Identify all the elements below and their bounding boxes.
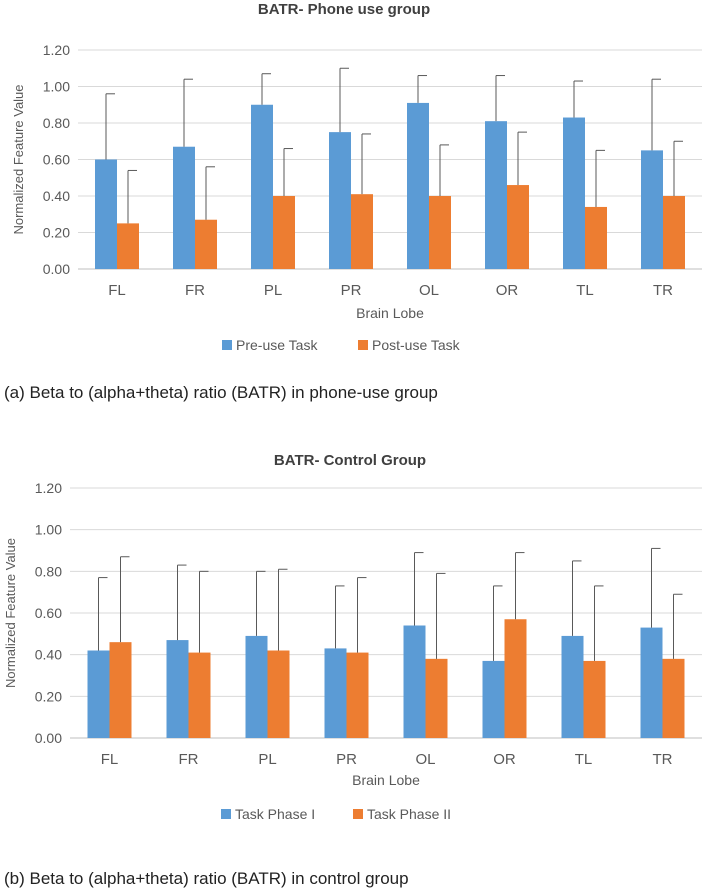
x-tick-label: OR [496, 282, 519, 299]
bar-series-1 [641, 150, 663, 269]
x-tick-label: PR [336, 751, 357, 768]
x-tick-label: TL [576, 282, 594, 299]
legend-label: Post-use Task [372, 337, 461, 353]
bar-series-2 [273, 196, 295, 269]
bar-series-2 [663, 196, 685, 269]
y-axis-label: Normalized Feature Value [3, 538, 18, 688]
bar-series-2 [351, 194, 373, 269]
bar-series-2 [346, 652, 369, 738]
legend-label: Pre-use Task [236, 337, 318, 353]
x-tick-label: FL [101, 751, 119, 768]
bar-series-1 [561, 635, 584, 738]
bar-series-1 [407, 102, 429, 269]
x-tick-label: OR [493, 751, 516, 768]
x-tick-label: OL [419, 282, 439, 299]
x-axis-label: Brain Lobe [356, 305, 424, 321]
bar-series-1 [166, 640, 189, 738]
bar-series-1 [245, 635, 268, 738]
bar-series-2 [583, 660, 606, 738]
y-tick-label: 0.80 [43, 115, 70, 131]
bar-series-1 [329, 132, 351, 269]
y-tick-label: 0.60 [35, 605, 62, 621]
bar-series-2 [504, 619, 527, 738]
legend-swatch [222, 340, 232, 350]
x-tick-label: TR [653, 751, 673, 768]
y-tick-label: 0.40 [43, 188, 70, 204]
bar-series-1 [251, 104, 273, 269]
y-tick-label: 1.20 [35, 480, 62, 496]
bar-series-2 [109, 642, 132, 738]
x-tick-label: TR [653, 282, 673, 299]
bar-series-1 [173, 146, 195, 269]
bar-series-2 [188, 652, 211, 738]
y-tick-label: 0.20 [35, 688, 62, 704]
y-tick-label: 0.60 [43, 152, 70, 168]
bar-series-1 [324, 648, 347, 738]
legend-label: Task Phase II [367, 806, 451, 822]
bar-series-2 [117, 223, 139, 269]
bar-series-2 [425, 658, 448, 738]
bar-series-1 [87, 650, 110, 738]
x-tick-label: FR [179, 751, 199, 768]
legend-swatch [358, 340, 368, 350]
chart-panel-b: BATR- Control Group 0.00 0.20 0.40 0.60 0.80 1… [0, 448, 704, 891]
x-tick-label: TL [575, 751, 593, 768]
x-axis-label: Brain Lobe [352, 772, 420, 788]
y-tick-label: 0.40 [35, 647, 62, 663]
x-tick-label: FR [185, 282, 205, 299]
y-tick-label: 1.00 [43, 79, 70, 95]
y-tick-label: 0.20 [43, 225, 70, 241]
bar-series-1 [563, 117, 585, 270]
x-tick-label: OL [415, 751, 435, 768]
y-tick-label: 1.20 [43, 42, 70, 58]
bar-series-1 [640, 627, 663, 738]
chart-title: BATR- Control Group [274, 452, 426, 469]
y-tick-label: 0.00 [43, 261, 70, 277]
bar-series-1 [95, 159, 117, 269]
x-tick-label: PL [264, 282, 282, 299]
x-tick-label: PL [258, 751, 276, 768]
bar-series-2 [507, 185, 529, 269]
x-tick-label: PR [341, 282, 362, 299]
caption-a: (a) Beta to (alpha+theta) ratio (BATR) i… [4, 383, 438, 402]
bar-series-2 [195, 219, 217, 269]
bar-series-2 [585, 206, 607, 269]
legend-swatch [221, 809, 231, 819]
chart-panel-a: BATR- Phone use group 0.00 0.20 0.40 0.60 0.8… [0, 0, 704, 400]
legend-swatch [353, 809, 363, 819]
bar-series-1 [403, 625, 426, 738]
bar-series-1 [485, 121, 507, 269]
y-axis-label: Normalized Feature Value [11, 84, 26, 234]
bar-series-1 [482, 660, 505, 738]
chart-title: BATR- Phone use group [258, 1, 430, 18]
y-tick-label: 1.00 [35, 522, 62, 538]
y-tick-label: 0.00 [35, 730, 62, 746]
x-tick-label: FL [108, 282, 126, 299]
caption-b: (b) Beta to (alpha+theta) ratio (BATR) i… [4, 869, 409, 888]
legend-label: Task Phase I [235, 806, 315, 822]
bar-series-2 [662, 658, 685, 738]
bar-series-2 [429, 196, 451, 269]
bar-series-2 [267, 650, 290, 738]
chart-a-svg: BATR- Phone use group 0.00 0.20 0.40 0.60 0.8… [11, 1, 702, 353]
y-tick-label: 0.80 [35, 563, 62, 579]
chart-b-svg: BATR- Control Group 0.00 0.20 0.40 0.60 0.80 1… [3, 452, 702, 822]
